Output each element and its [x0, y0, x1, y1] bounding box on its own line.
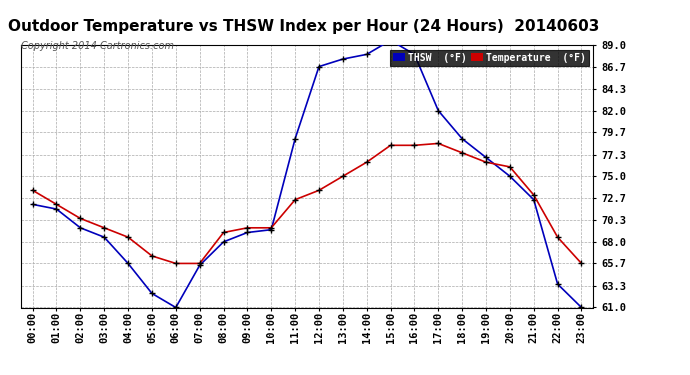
Legend: THSW  (°F), Temperature  (°F): THSW (°F), Temperature (°F)	[390, 50, 589, 66]
Text: Copyright 2014 Cartronics.com: Copyright 2014 Cartronics.com	[21, 41, 174, 51]
Text: Outdoor Temperature vs THSW Index per Hour (24 Hours)  20140603: Outdoor Temperature vs THSW Index per Ho…	[8, 19, 600, 34]
